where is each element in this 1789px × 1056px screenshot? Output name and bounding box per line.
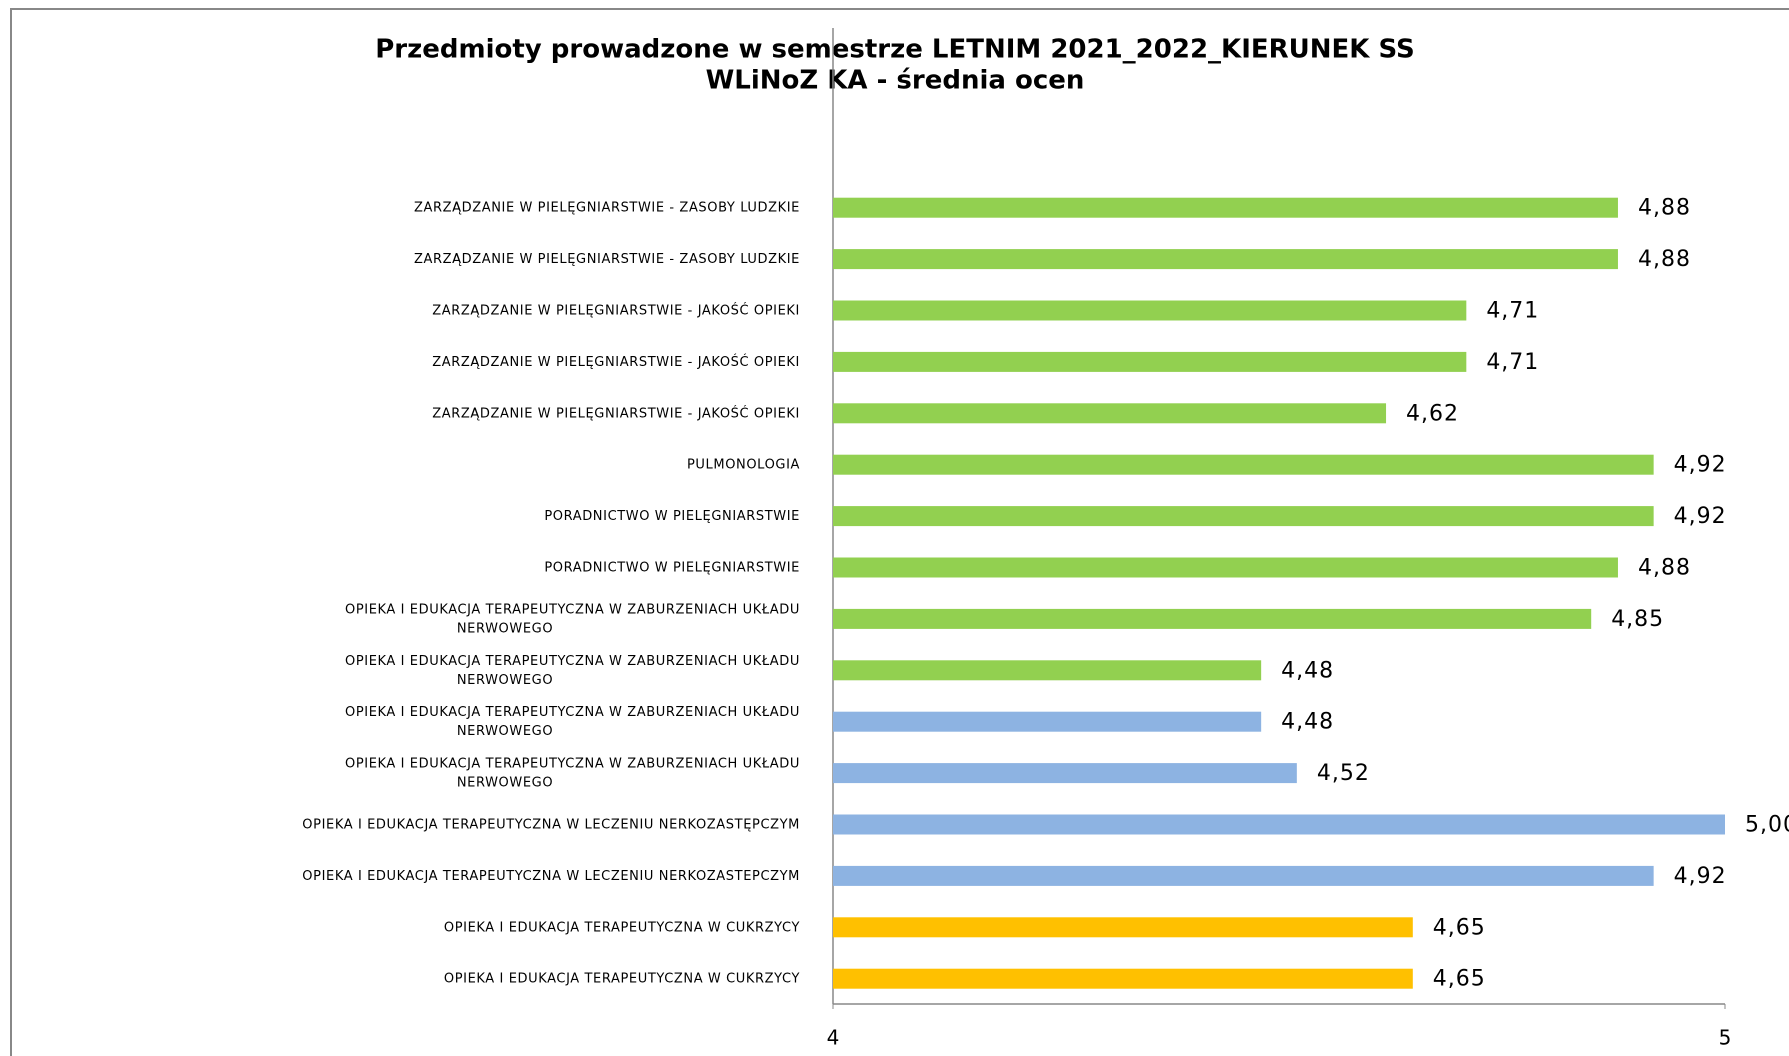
bar xyxy=(833,711,1262,732)
value-label: 5,00 xyxy=(1745,813,1789,838)
y-tick-label: OPIEKA I EDUKACJA TERAPEUTYCZNA W ZABURZ… xyxy=(345,653,800,687)
value-label: 4,48 xyxy=(1281,658,1334,683)
y-tick-label: OPIEKA I EDUKACJA TERAPEUTYCZNA W ZABURZ… xyxy=(345,602,800,636)
value-label: 4,48 xyxy=(1281,710,1334,735)
bar xyxy=(833,814,1725,835)
value-label: 4,92 xyxy=(1674,453,1727,478)
y-tick-label: ZARZĄDZANIE W PIELĘGNIARSTWIE - JAKOŚĆ O… xyxy=(432,302,800,318)
x-tick-label: 4 xyxy=(827,1026,840,1050)
y-tick-label: ZARZĄDZANIE W PIELĘGNIARSTWIE - ZASOBY L… xyxy=(414,252,800,267)
y-tick-label: PULMONOLOGIA xyxy=(687,457,800,472)
value-label: 4,85 xyxy=(1611,607,1664,632)
chart-frame xyxy=(10,8,1789,1056)
value-label: 4,52 xyxy=(1317,761,1370,786)
value-label: 4,71 xyxy=(1486,350,1539,375)
y-tick-label: OPIEKA I EDUKACJA TERAPEUTYCZNA W LECZEN… xyxy=(302,817,800,832)
value-label: 4,62 xyxy=(1406,401,1459,426)
value-label: 4,88 xyxy=(1638,247,1691,272)
bar xyxy=(833,454,1654,475)
bar xyxy=(833,403,1387,424)
bar xyxy=(833,351,1467,372)
y-tick-label: PORADNICTWO W PIELĘGNIARSTWIE xyxy=(544,509,800,524)
y-tick-label: OPIEKA I EDUKACJA TERAPEUTYCZNA W CUKRZY… xyxy=(444,920,800,935)
x-tick-label: 5 xyxy=(1719,1026,1732,1050)
value-label: 4,92 xyxy=(1674,504,1727,529)
bar xyxy=(833,608,1592,629)
bar xyxy=(833,660,1262,681)
y-tick-label: OPIEKA I EDUKACJA TERAPEUTYCZNA W CUKRZY… xyxy=(444,971,800,986)
bar xyxy=(833,197,1618,218)
bar xyxy=(833,968,1413,989)
bar xyxy=(833,300,1467,321)
value-label: 4,71 xyxy=(1486,299,1539,324)
y-tick-label: OPIEKA I EDUKACJA TERAPEUTYCZNA W ZABURZ… xyxy=(345,705,800,739)
bar xyxy=(833,865,1654,886)
bar xyxy=(833,917,1413,938)
y-tick-label: ZARZĄDZANIE W PIELĘGNIARSTWIE - JAKOŚĆ O… xyxy=(432,353,800,369)
value-label: 4,65 xyxy=(1433,915,1486,940)
y-tick-label: OPIEKA I EDUKACJA TERAPEUTYCZNA W ZABURZ… xyxy=(345,756,800,790)
y-tick-label: ZARZĄDZANIE W PIELĘGNIARSTWIE - JAKOŚĆ O… xyxy=(432,405,800,421)
value-label: 4,65 xyxy=(1433,967,1486,992)
value-label: 4,88 xyxy=(1638,196,1691,221)
bar xyxy=(833,763,1297,784)
y-tick-label: PORADNICTWO W PIELĘGNIARSTWIE xyxy=(544,560,800,575)
value-label: 4,88 xyxy=(1638,556,1691,581)
chart-title: Przedmioty prowadzone w semestrze LETNIM… xyxy=(375,34,1415,95)
bar xyxy=(833,249,1618,270)
bar xyxy=(833,506,1654,527)
y-tick-label: OPIEKA I EDUKACJA TERAPEUTYCZNA W LECZEN… xyxy=(302,868,800,883)
value-label: 4,92 xyxy=(1674,864,1727,889)
y-tick-label: ZARZĄDZANIE W PIELĘGNIARSTWIE - ZASOBY L… xyxy=(414,200,800,215)
bar xyxy=(833,557,1618,578)
